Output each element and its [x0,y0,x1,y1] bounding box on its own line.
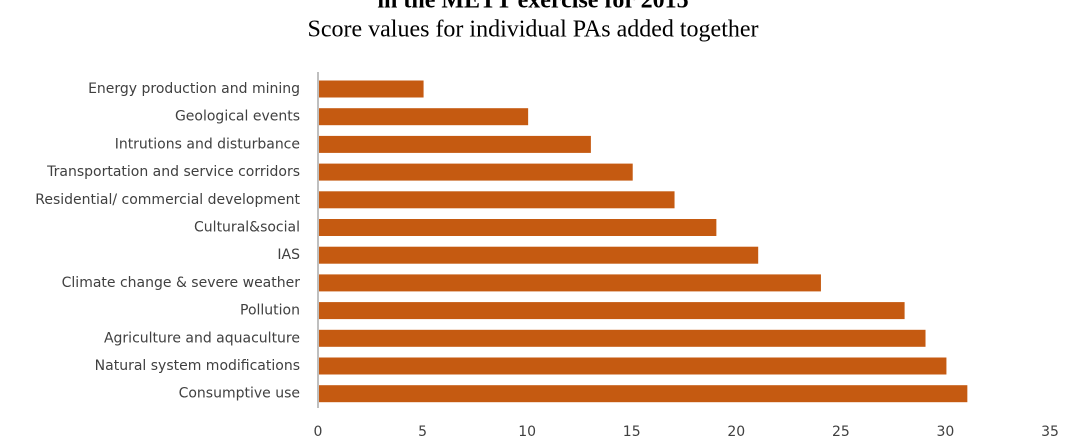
y-tick-label: Pollution [240,303,300,319]
x-tick-label: 25 [832,424,850,439]
bar [319,163,633,181]
y-tick-label: Residential/ commercial development [35,192,300,208]
y-tick-label: Consumptive use [179,386,300,402]
x-tick-label: 10 [518,424,536,439]
x-tick-label: 15 [623,424,641,439]
x-tick-label: 20 [727,424,745,439]
bar [319,191,675,209]
y-tick-label: Energy production and mining [88,81,300,97]
y-tick-label: Agriculture and aquaculture [104,330,300,346]
x-tick-label: 35 [1041,424,1059,439]
y-tick-label: Cultural&social [194,220,300,236]
y-tick-label: IAS [277,247,300,263]
bar [319,274,821,292]
bar [319,219,717,236]
bar [319,329,926,347]
bar [319,80,424,98]
y-tick-label: Natural system modifications [95,358,300,374]
bar [319,302,905,320]
bar [319,135,591,153]
chart-title: in the METT exercise for 2015 [377,0,688,14]
bar [319,246,759,264]
x-tick-label: 30 [937,424,955,439]
bar [319,108,529,126]
bar [319,385,968,403]
y-tick-label: Geological events [175,109,300,125]
chart-subtitle: Score values for individual PAs added to… [307,17,758,43]
bar [319,357,947,375]
y-tick-label: Climate change & severe weather [62,275,301,291]
y-tick-label: Intrutions and disturbance [115,136,300,152]
x-tick-label: 5 [418,424,427,439]
y-tick-label: Transportation and service corridors [46,164,300,180]
x-tick-label: 0 [314,424,323,439]
